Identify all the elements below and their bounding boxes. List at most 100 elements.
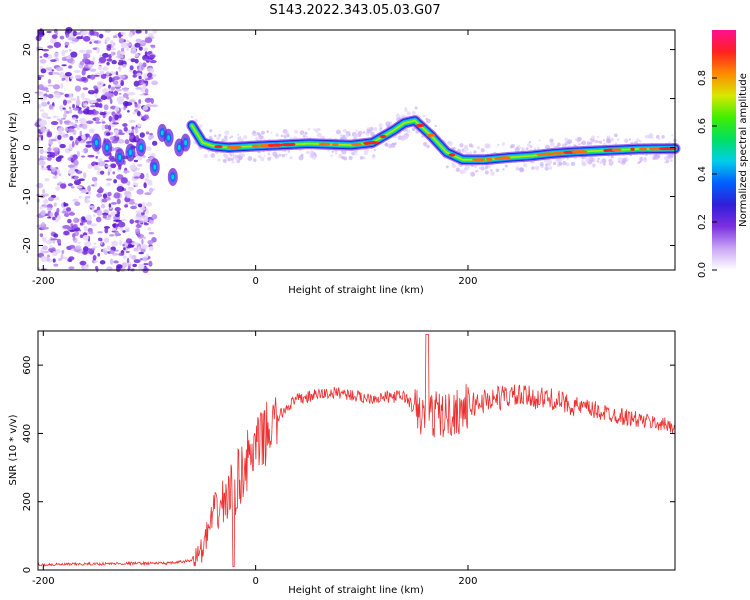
noise-point (95, 216, 102, 223)
ridge-haze-point (578, 143, 581, 146)
noise-point (151, 80, 159, 86)
noise-point (111, 111, 116, 117)
noise-point (120, 177, 128, 184)
ridge-haze-point (269, 156, 272, 159)
ridge-haze-point (334, 151, 338, 155)
noise-point (40, 255, 48, 262)
ridge-haze-point (294, 129, 298, 134)
noise-point (45, 67, 53, 71)
noise-point (66, 110, 70, 114)
noise-point (143, 182, 147, 189)
ridge-peak (611, 148, 622, 152)
noise-point (130, 205, 137, 210)
noise-point (55, 66, 64, 72)
noise-point (47, 45, 54, 49)
ridge-haze-point (501, 142, 506, 146)
ridge-haze-point (317, 127, 321, 132)
noise-point (149, 60, 157, 64)
noise-point (39, 58, 47, 64)
ridge-haze-point (425, 144, 428, 148)
noise-point (117, 139, 125, 144)
noise-point (53, 41, 62, 48)
noise-point (140, 64, 144, 71)
snr-ticks: -200 0 200 0 200 400 600 (22, 331, 675, 587)
noise-point (82, 58, 90, 63)
noise-point (53, 263, 59, 267)
ridge-peak (630, 147, 635, 151)
noise-point (106, 58, 113, 62)
x-tick-label: 200 (458, 576, 477, 587)
noise-point (46, 116, 52, 120)
noise-point (111, 252, 119, 256)
ridge-haze-point (611, 139, 614, 142)
noise-point (90, 223, 97, 227)
noise-point (64, 45, 68, 48)
noise-point (109, 234, 115, 237)
noise-point (49, 212, 54, 217)
noise-point (149, 245, 154, 251)
noise-point (68, 259, 73, 262)
ridge-haze-point (459, 143, 464, 148)
ridge-peak (426, 133, 436, 137)
noise-point (74, 175, 79, 181)
noise-point (142, 80, 149, 83)
noise-point (94, 180, 98, 187)
noise-point (50, 138, 57, 142)
ridge-haze-point (610, 155, 614, 159)
noise-point (106, 61, 110, 66)
ridge-haze-point (658, 137, 661, 141)
ridge-haze-point (552, 161, 557, 166)
ridge-haze-point (222, 159, 227, 163)
noise-point (76, 95, 80, 101)
noise-point (75, 99, 81, 106)
noise-point (76, 150, 80, 158)
snr-series-line (37, 334, 675, 567)
ridge-haze-point (354, 151, 358, 156)
ridge-haze-point (452, 147, 456, 151)
noise-point (138, 46, 143, 51)
noise-point (73, 159, 79, 166)
ridge-haze-point (594, 140, 598, 144)
ridge-haze-point (359, 155, 364, 160)
ridge-haze-point (362, 156, 366, 160)
colorbar-gradient (712, 30, 736, 270)
noise-point (144, 88, 149, 94)
noise-point (55, 32, 58, 36)
noise-point (71, 141, 75, 148)
noise-point (129, 164, 137, 170)
y-tick-label: 10 (22, 92, 33, 105)
noise-point (101, 121, 106, 124)
y-tick-label: -20 (22, 237, 33, 253)
noise-point (99, 170, 105, 175)
ridge-haze-point (341, 156, 345, 160)
ridge-haze-point (404, 108, 408, 113)
y-tick-label: 600 (22, 356, 33, 375)
ridge-haze-point (285, 153, 288, 156)
ridge-haze-point (495, 168, 500, 173)
noise-point (62, 225, 71, 229)
noise-point (106, 197, 111, 201)
noise-point (138, 263, 145, 270)
ridge-haze-point (480, 148, 485, 153)
noise-point (108, 54, 112, 59)
noise-point (141, 238, 144, 245)
noise-point (135, 134, 140, 141)
noise-point (84, 102, 88, 107)
ridge-haze-point (534, 165, 540, 171)
ridge-haze-point (539, 162, 544, 167)
noise-point (132, 74, 137, 78)
noise-point (119, 239, 122, 246)
noise-point (91, 176, 98, 182)
noise-point (82, 87, 89, 91)
early-streak (157, 123, 168, 142)
ridge-haze-point (316, 132, 322, 138)
spectrogram-ylabel: Frequency (Hz) (8, 112, 19, 188)
noise-point (50, 59, 57, 63)
ridge-haze-point (237, 133, 240, 136)
noise-point (58, 155, 64, 159)
noise-point (102, 66, 109, 71)
noise-point (126, 47, 129, 52)
noise-point (85, 144, 92, 148)
noise-point (56, 207, 60, 214)
noise-point (121, 262, 128, 268)
